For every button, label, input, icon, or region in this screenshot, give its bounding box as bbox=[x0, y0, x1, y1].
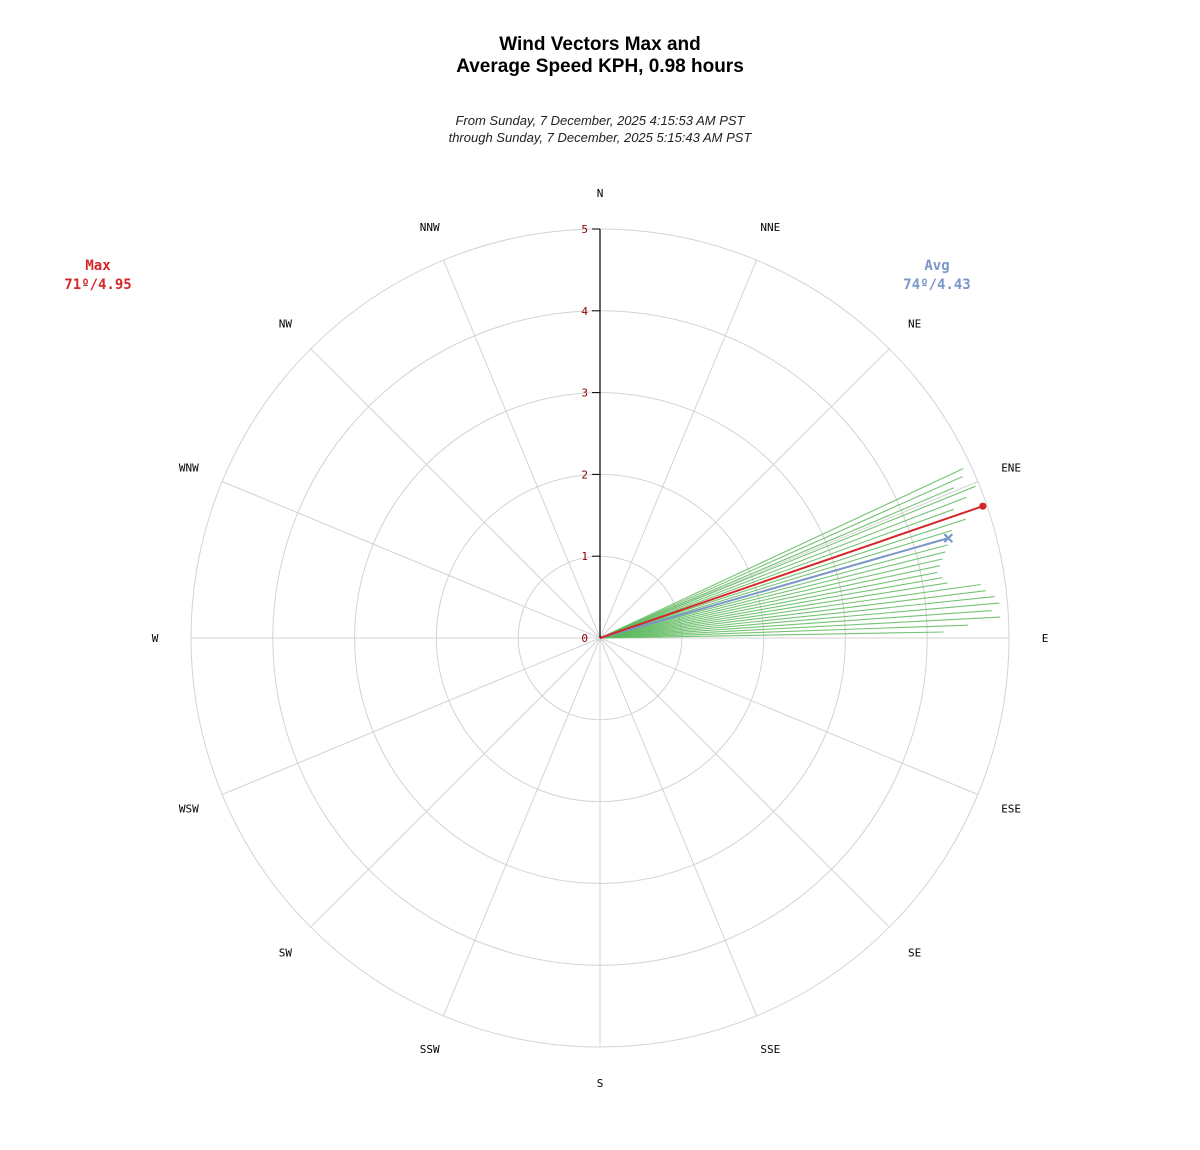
direction-label: SE bbox=[908, 947, 921, 960]
avg-stat: Avg 74º/4.43 bbox=[877, 257, 997, 295]
direction-label: NNE bbox=[760, 221, 780, 234]
direction-label: NNW bbox=[420, 221, 440, 234]
wind-vector bbox=[599, 583, 981, 639]
wind-vector bbox=[599, 616, 1001, 639]
max-marker bbox=[979, 502, 987, 510]
max-label: Max bbox=[85, 258, 111, 274]
grid-spoke bbox=[599, 259, 757, 639]
grid-spoke bbox=[599, 348, 890, 639]
speed-tick-label: 1 bbox=[581, 550, 588, 563]
direction-label: SSW bbox=[420, 1043, 440, 1056]
vector-layer bbox=[599, 468, 1001, 639]
grid-spoke bbox=[443, 259, 601, 639]
wind-vector bbox=[599, 551, 946, 639]
wind-vector bbox=[599, 558, 943, 639]
wind-vector bbox=[599, 476, 963, 639]
wind-vector bbox=[599, 529, 953, 639]
label-layer: N NNE NE ENE E ESE SE SSE S SSW SW WSW W WNW NW NNW bbox=[152, 187, 1049, 1090]
direction-label: WSW bbox=[179, 802, 199, 815]
avg-marker bbox=[943, 533, 954, 543]
wind-vector bbox=[599, 582, 948, 639]
chart-subtitle-from: From Sunday, 7 December, 2025 4:15:53 AM… bbox=[455, 113, 745, 128]
wind-vector bbox=[599, 624, 968, 639]
wind-vector bbox=[599, 508, 954, 639]
direction-label: NW bbox=[279, 317, 293, 330]
wind-vector bbox=[599, 518, 966, 639]
grid-spoke bbox=[310, 637, 601, 928]
speed-tick-label: 0 bbox=[581, 632, 588, 645]
grid-spoke bbox=[221, 481, 601, 639]
direction-label: W bbox=[152, 632, 159, 645]
wind-vector bbox=[599, 571, 938, 639]
grid-spoke bbox=[310, 348, 601, 639]
wind-vector bbox=[599, 595, 995, 639]
direction-label: ESE bbox=[1001, 802, 1021, 815]
wind-vector bbox=[599, 485, 976, 639]
grid-spoke bbox=[599, 637, 979, 795]
wind-vector bbox=[599, 577, 943, 639]
direction-label: N bbox=[597, 187, 604, 200]
max-vector bbox=[599, 505, 984, 639]
wind-vector bbox=[599, 468, 964, 639]
wind-vector bbox=[599, 544, 948, 639]
chart-subtitle-through: through Sunday, 7 December, 2025 5:15:43… bbox=[448, 130, 752, 145]
chart-title-line-2: Average Speed KPH, 0.98 hours bbox=[456, 56, 744, 77]
avg-vector bbox=[599, 537, 949, 639]
speed-tick-label: 3 bbox=[581, 387, 588, 400]
avg-value: 74º/4.43 bbox=[903, 277, 971, 293]
wind-vector bbox=[599, 590, 986, 639]
direction-label: WNW bbox=[179, 462, 199, 475]
speed-tick-label: 4 bbox=[581, 305, 588, 318]
grid-spoke bbox=[599, 637, 890, 928]
direction-label: S bbox=[597, 1077, 604, 1090]
wind-vector bbox=[599, 496, 967, 639]
max-value: 71º/4.95 bbox=[64, 277, 132, 293]
speed-tick-label: 5 bbox=[581, 223, 588, 236]
max-stat: Max 71º/4.95 bbox=[38, 257, 158, 295]
wind-vector bbox=[599, 602, 1000, 639]
avg-label: Avg bbox=[924, 258, 950, 274]
direction-label: SW bbox=[279, 947, 293, 960]
chart-title-line-1: Wind Vectors Max and bbox=[499, 34, 701, 55]
grid-spoke bbox=[599, 481, 979, 639]
direction-label: SSE bbox=[760, 1043, 780, 1056]
wind-vector bbox=[599, 487, 955, 639]
wind-vector bbox=[599, 610, 992, 639]
direction-label: NE bbox=[908, 317, 921, 330]
direction-label: E bbox=[1042, 632, 1049, 645]
direction-label: ENE bbox=[1001, 462, 1021, 475]
grid-spoke bbox=[599, 637, 757, 1017]
axis-layer: 0 1 2 3 4 5 bbox=[581, 223, 601, 645]
grid-spoke bbox=[221, 637, 601, 795]
grid-layer bbox=[190, 228, 1010, 1048]
grid-spoke bbox=[443, 637, 601, 1017]
wind-vector bbox=[599, 565, 941, 639]
wind-vector bbox=[599, 631, 944, 639]
speed-tick-label: 2 bbox=[581, 468, 588, 481]
